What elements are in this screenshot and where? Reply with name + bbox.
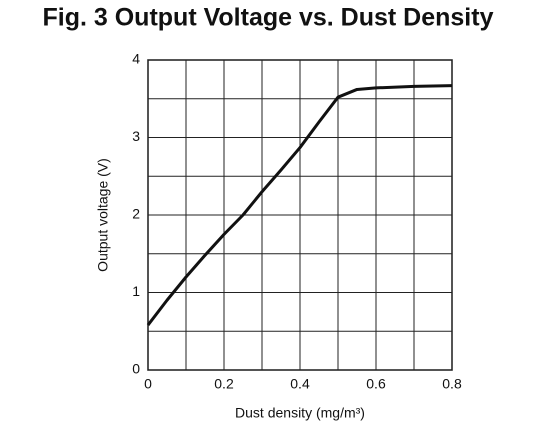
x-tick-label: 0.4 <box>290 376 310 392</box>
y-tick-label: 4 <box>132 51 140 67</box>
x-tick-label: 0.2 <box>214 376 234 392</box>
data-line <box>146 84 453 326</box>
y-axis-label: Output voltage (V) <box>95 158 111 272</box>
chart-title: Fig. 3 Output Voltage vs. Dust Density <box>43 4 494 32</box>
x-tick-label: 0.8 <box>442 376 462 392</box>
y-tick-label: 0 <box>132 361 140 377</box>
y-tick-label: 2 <box>132 206 140 222</box>
y-tick-label: 1 <box>132 283 140 299</box>
x-tick-label: 0 <box>144 376 152 392</box>
x-axis-label: Dust density (mg/m³) <box>235 405 365 421</box>
y-tick-label: 3 <box>132 128 140 144</box>
x-tick-label: 0.6 <box>366 376 386 392</box>
